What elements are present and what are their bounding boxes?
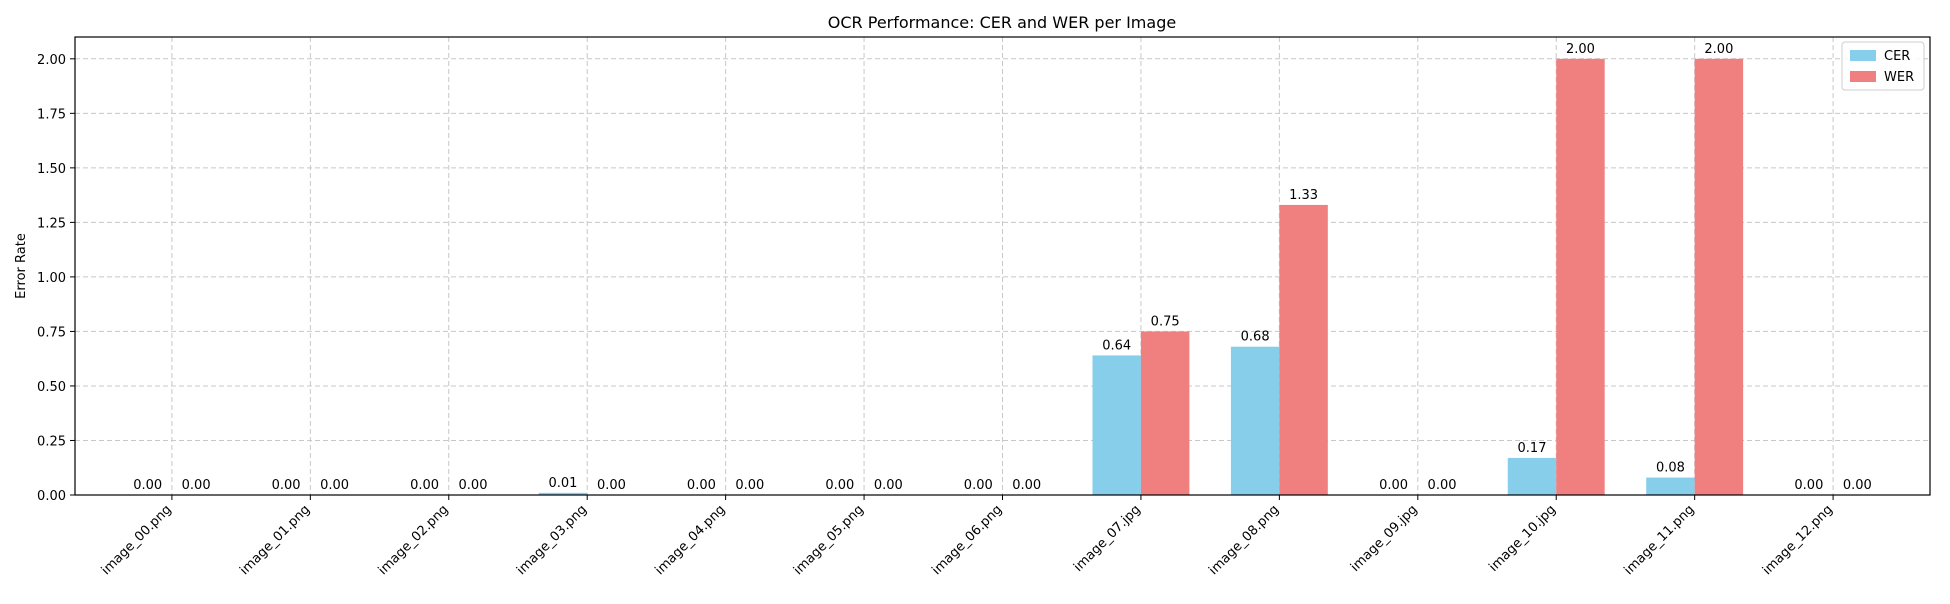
wer-bar — [1140, 331, 1190, 495]
legend-swatch-cer — [1850, 50, 1876, 61]
cer-bar — [1646, 477, 1695, 495]
wer-value-label: 0.00 — [597, 478, 626, 493]
data-labels: 0.00 0.00 0.00 0.01 0.00 0.00 0.00 0.64 0.68 0.00… — [133, 42, 1872, 493]
y-axis-label: Error Rate — [14, 233, 29, 299]
wer-bar — [1279, 204, 1328, 495]
cer-value-label: 0.00 — [687, 478, 716, 493]
legend-label-cer: CER — [1884, 49, 1910, 64]
wer-bar — [1694, 58, 1744, 496]
y-tick-label: 0.75 — [37, 325, 66, 340]
y-tick-label: 0.50 — [37, 380, 66, 395]
cer-bar — [1507, 457, 1557, 495]
wer-value-label: 0.00 — [182, 478, 211, 493]
y-tick-label: 1.25 — [37, 216, 66, 231]
cer-value-label: 0.64 — [1102, 338, 1131, 353]
legend: CER WER — [1841, 41, 1925, 91]
cer-bar — [1092, 355, 1141, 495]
wer-bar — [1556, 58, 1605, 496]
cer-value-label: 0.00 — [1794, 478, 1823, 493]
cer-value-label: 0.00 — [272, 478, 301, 493]
cer-value-label: 0.00 — [825, 478, 854, 493]
y-tick-label: 2.00 — [37, 53, 66, 68]
y-tick-label: 1.50 — [37, 162, 66, 177]
y-tick-label: 0.25 — [37, 434, 66, 449]
cer-bar — [538, 492, 588, 495]
wer-value-label: 0.75 — [1151, 314, 1180, 329]
chart-title: OCR Performance: CER and WER per Image — [828, 13, 1176, 32]
cer-value-label: 0.00 — [133, 478, 162, 493]
wer-value-label: 2.00 — [1566, 42, 1595, 57]
wer-value-label: 2.00 — [1704, 42, 1733, 57]
cer-value-label: 0.00 — [1379, 478, 1408, 493]
bars — [538, 58, 1744, 496]
cer-value-label: 0.68 — [1241, 330, 1270, 345]
legend-swatch-wer — [1850, 71, 1876, 82]
cer-bar — [1230, 346, 1280, 495]
cer-value-label: 0.00 — [410, 478, 439, 493]
cer-value-label: 0.01 — [548, 476, 577, 491]
legend-label-wer: WER — [1884, 70, 1914, 85]
wer-value-label: 1.33 — [1289, 188, 1318, 203]
cer-value-label: 0.00 — [964, 478, 993, 493]
y-axis-ticks: 0.00 0.25 0.50 0.75 1.00 1.25 1.50 1.75 2.00 — [37, 53, 75, 504]
y-tick-label: 0.00 — [37, 489, 66, 504]
wer-value-label: 0.00 — [735, 478, 764, 493]
y-tick-label: 1.00 — [37, 271, 66, 286]
y-tick-label: 1.75 — [37, 107, 66, 122]
wer-value-label: 0.00 — [320, 478, 349, 493]
wer-value-label: 0.00 — [1428, 478, 1457, 493]
cer-value-label: 0.17 — [1518, 441, 1547, 456]
wer-value-label: 0.00 — [874, 478, 903, 493]
cer-value-label: 0.08 — [1656, 461, 1685, 476]
wer-value-label: 0.00 — [1843, 478, 1872, 493]
wer-value-label: 0.00 — [1012, 478, 1041, 493]
wer-value-label: 0.00 — [459, 478, 488, 493]
